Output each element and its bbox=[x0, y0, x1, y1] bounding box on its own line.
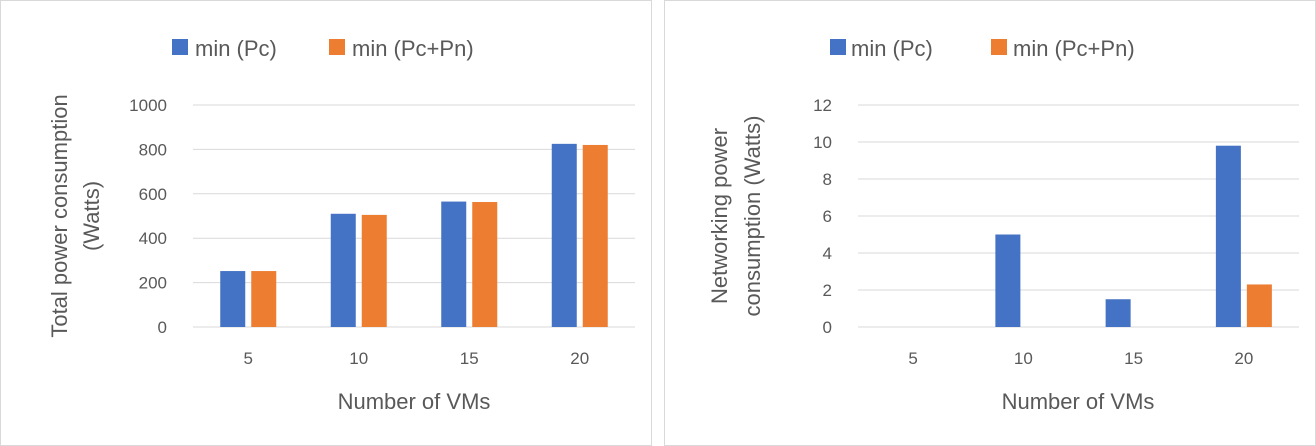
bar-min-pc-15 bbox=[441, 201, 467, 327]
bar-min-pc-pn-20 bbox=[582, 144, 608, 327]
bar-min-pc-10 bbox=[995, 234, 1021, 327]
bar-min-pc-pn-10 bbox=[361, 214, 387, 327]
y-tick-label: 8 bbox=[823, 170, 832, 189]
y-tick-label: 1000 bbox=[129, 96, 167, 115]
x-tick-label: 5 bbox=[244, 349, 253, 368]
x-tick-label: 20 bbox=[570, 349, 589, 368]
y-tick-label: 0 bbox=[823, 318, 832, 337]
y-tick-label: 4 bbox=[823, 244, 832, 263]
y-tick-label: 6 bbox=[823, 207, 832, 226]
bar-min-pc-15 bbox=[1105, 299, 1131, 327]
y-tick-label: 10 bbox=[813, 133, 832, 152]
bar-min-pc-pn-15 bbox=[472, 202, 498, 327]
x-axis-title: Number of VMs bbox=[1002, 389, 1155, 414]
legend-label-min-pc: min (Pc) bbox=[851, 36, 933, 61]
networking-power-chart: 0 2 4 6 8 10 12 5 10 15 20 Number of VMs Networking … bbox=[707, 36, 1299, 414]
bar-min-pc-5 bbox=[220, 271, 246, 327]
x-tick-label: 5 bbox=[908, 349, 917, 368]
y-tick-label: 400 bbox=[139, 229, 167, 248]
y-axis-title-line-1: Total power consumption bbox=[47, 94, 72, 337]
bar-min-pc-pn-20 bbox=[1246, 284, 1272, 327]
bar-min-pc-20 bbox=[551, 143, 577, 327]
x-tick-label: 10 bbox=[349, 349, 368, 368]
y-axis-title-line-1: Networking power bbox=[707, 128, 732, 304]
y-tick-label: 0 bbox=[158, 318, 167, 337]
legend-label-min-pc: min (Pc) bbox=[195, 36, 277, 61]
x-tick-label: 10 bbox=[1014, 349, 1033, 368]
y-tick-label: 800 bbox=[139, 140, 167, 159]
legend-label-min-pc-pn: min (Pc+Pn) bbox=[352, 36, 474, 61]
x-tick-label: 15 bbox=[460, 349, 479, 368]
bar-min-pc-pn-5 bbox=[251, 271, 277, 327]
bar-min-pc-10 bbox=[330, 213, 356, 327]
y-tick-label: 600 bbox=[139, 185, 167, 204]
x-axis-title: Number of VMs bbox=[338, 389, 491, 414]
legend-swatch-min-pc bbox=[830, 39, 846, 55]
y-axis-title-line-2: consumption (Watts) bbox=[740, 116, 765, 317]
x-tick-label: 15 bbox=[1124, 349, 1143, 368]
chart-panel-total-power: 0 200 400 600 800 1000 5 10 15 20 Number of VMs Tot… bbox=[0, 0, 652, 446]
y-tick-label: 2 bbox=[823, 281, 832, 300]
chart-panel-networking-power: 0 2 4 6 8 10 12 5 10 15 20 Number of VMs Networking … bbox=[664, 0, 1316, 446]
bar-min-pc-20 bbox=[1215, 145, 1241, 327]
y-tick-label: 12 bbox=[813, 96, 832, 115]
legend-swatch-min-pc-pn bbox=[991, 39, 1007, 55]
y-axis-title-line-2: (Watts) bbox=[79, 181, 104, 251]
legend-swatch-min-pc bbox=[172, 39, 188, 55]
legend-swatch-min-pc-pn bbox=[329, 39, 345, 55]
legend-label-min-pc-pn: min (Pc+Pn) bbox=[1013, 36, 1135, 61]
y-tick-label: 200 bbox=[139, 274, 167, 293]
total-power-chart: 0 200 400 600 800 1000 5 10 15 20 Number of VMs Tot… bbox=[47, 36, 635, 414]
x-tick-label: 20 bbox=[1234, 349, 1253, 368]
